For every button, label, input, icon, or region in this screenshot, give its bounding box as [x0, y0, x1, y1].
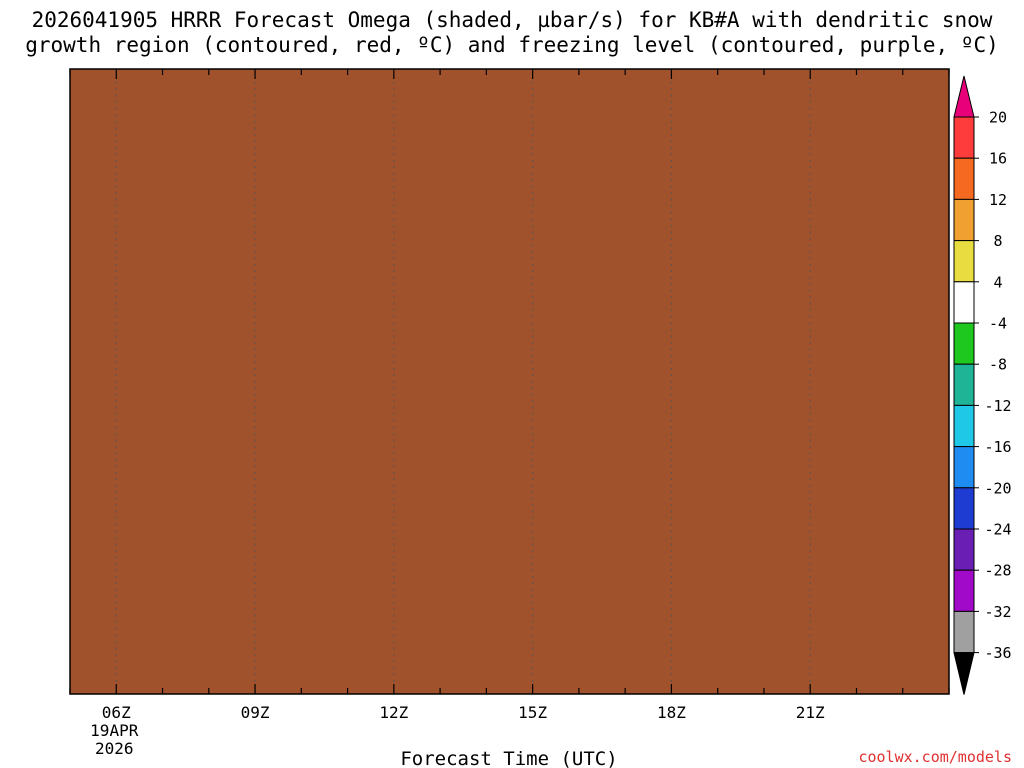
colorbar-band — [953, 446, 975, 489]
colorbar-band — [953, 116, 975, 159]
colorbar-label: 12 — [989, 191, 1007, 209]
x-tick-label: 09Z — [241, 703, 270, 722]
colorbar-band — [953, 404, 975, 448]
colorbar-label: -28 — [984, 562, 1011, 580]
colorbar-band — [953, 610, 975, 654]
colorbar-bottom-triangle — [953, 652, 975, 695]
colorbar-band — [953, 487, 975, 530]
colorbar-label: 8 — [993, 232, 1002, 250]
colorbar-label: -32 — [984, 603, 1011, 621]
x-tick-label: 18Z — [657, 703, 686, 722]
colorbar-top-triangle — [953, 75, 975, 118]
x-tick-label: 21Z — [796, 703, 825, 722]
colorbar-label: -20 — [984, 479, 1011, 497]
colorbar-band — [953, 528, 975, 571]
colorbar-label: -36 — [984, 644, 1011, 662]
colorbar-label: 4 — [993, 273, 1002, 291]
colorbar-band — [953, 281, 975, 324]
colorbar-label: 20 — [989, 109, 1007, 127]
colorbar-label: -16 — [984, 438, 1011, 456]
colorbar-label: -12 — [984, 397, 1011, 415]
colorbar-label: -24 — [984, 521, 1011, 539]
colorbar-band — [953, 322, 975, 365]
x-axis-label: Forecast Time (UTC) — [400, 748, 617, 768]
x-tick-date: 19APR — [90, 721, 139, 740]
colorbar-band — [953, 363, 975, 406]
colorbar: 20 16 12 8 4 -4 -8 -12 -16 -20 -24 -28 -32 -36 — [953, 75, 1012, 695]
plot-frame — [69, 68, 950, 695]
colorbar-band — [953, 157, 975, 200]
colorbar-band — [953, 240, 975, 283]
colorbar-label: -8 — [989, 356, 1007, 374]
x-tick-label: 15Z — [518, 703, 547, 722]
credit-text: coolwx.com/models — [858, 748, 1012, 766]
terrain-strip — [70, 69, 949, 694]
x-tick-label: 12Z — [379, 703, 408, 722]
colorbar-label: -4 — [989, 315, 1007, 333]
x-tick-label: 06Z — [102, 703, 131, 722]
colorbar-band — [953, 569, 975, 612]
colorbar-label: 16 — [989, 150, 1007, 168]
chart-title-line-1: 2026041905 HRRR Forecast Omega (shaded, … — [32, 8, 993, 32]
colorbar-band — [953, 198, 975, 242]
chart-title-line-2: growth region (contoured, red, ºC) and f… — [25, 33, 999, 57]
plot-area: -18-120 — [70, 69, 949, 694]
x-tick-year: 2026 — [95, 739, 134, 758]
